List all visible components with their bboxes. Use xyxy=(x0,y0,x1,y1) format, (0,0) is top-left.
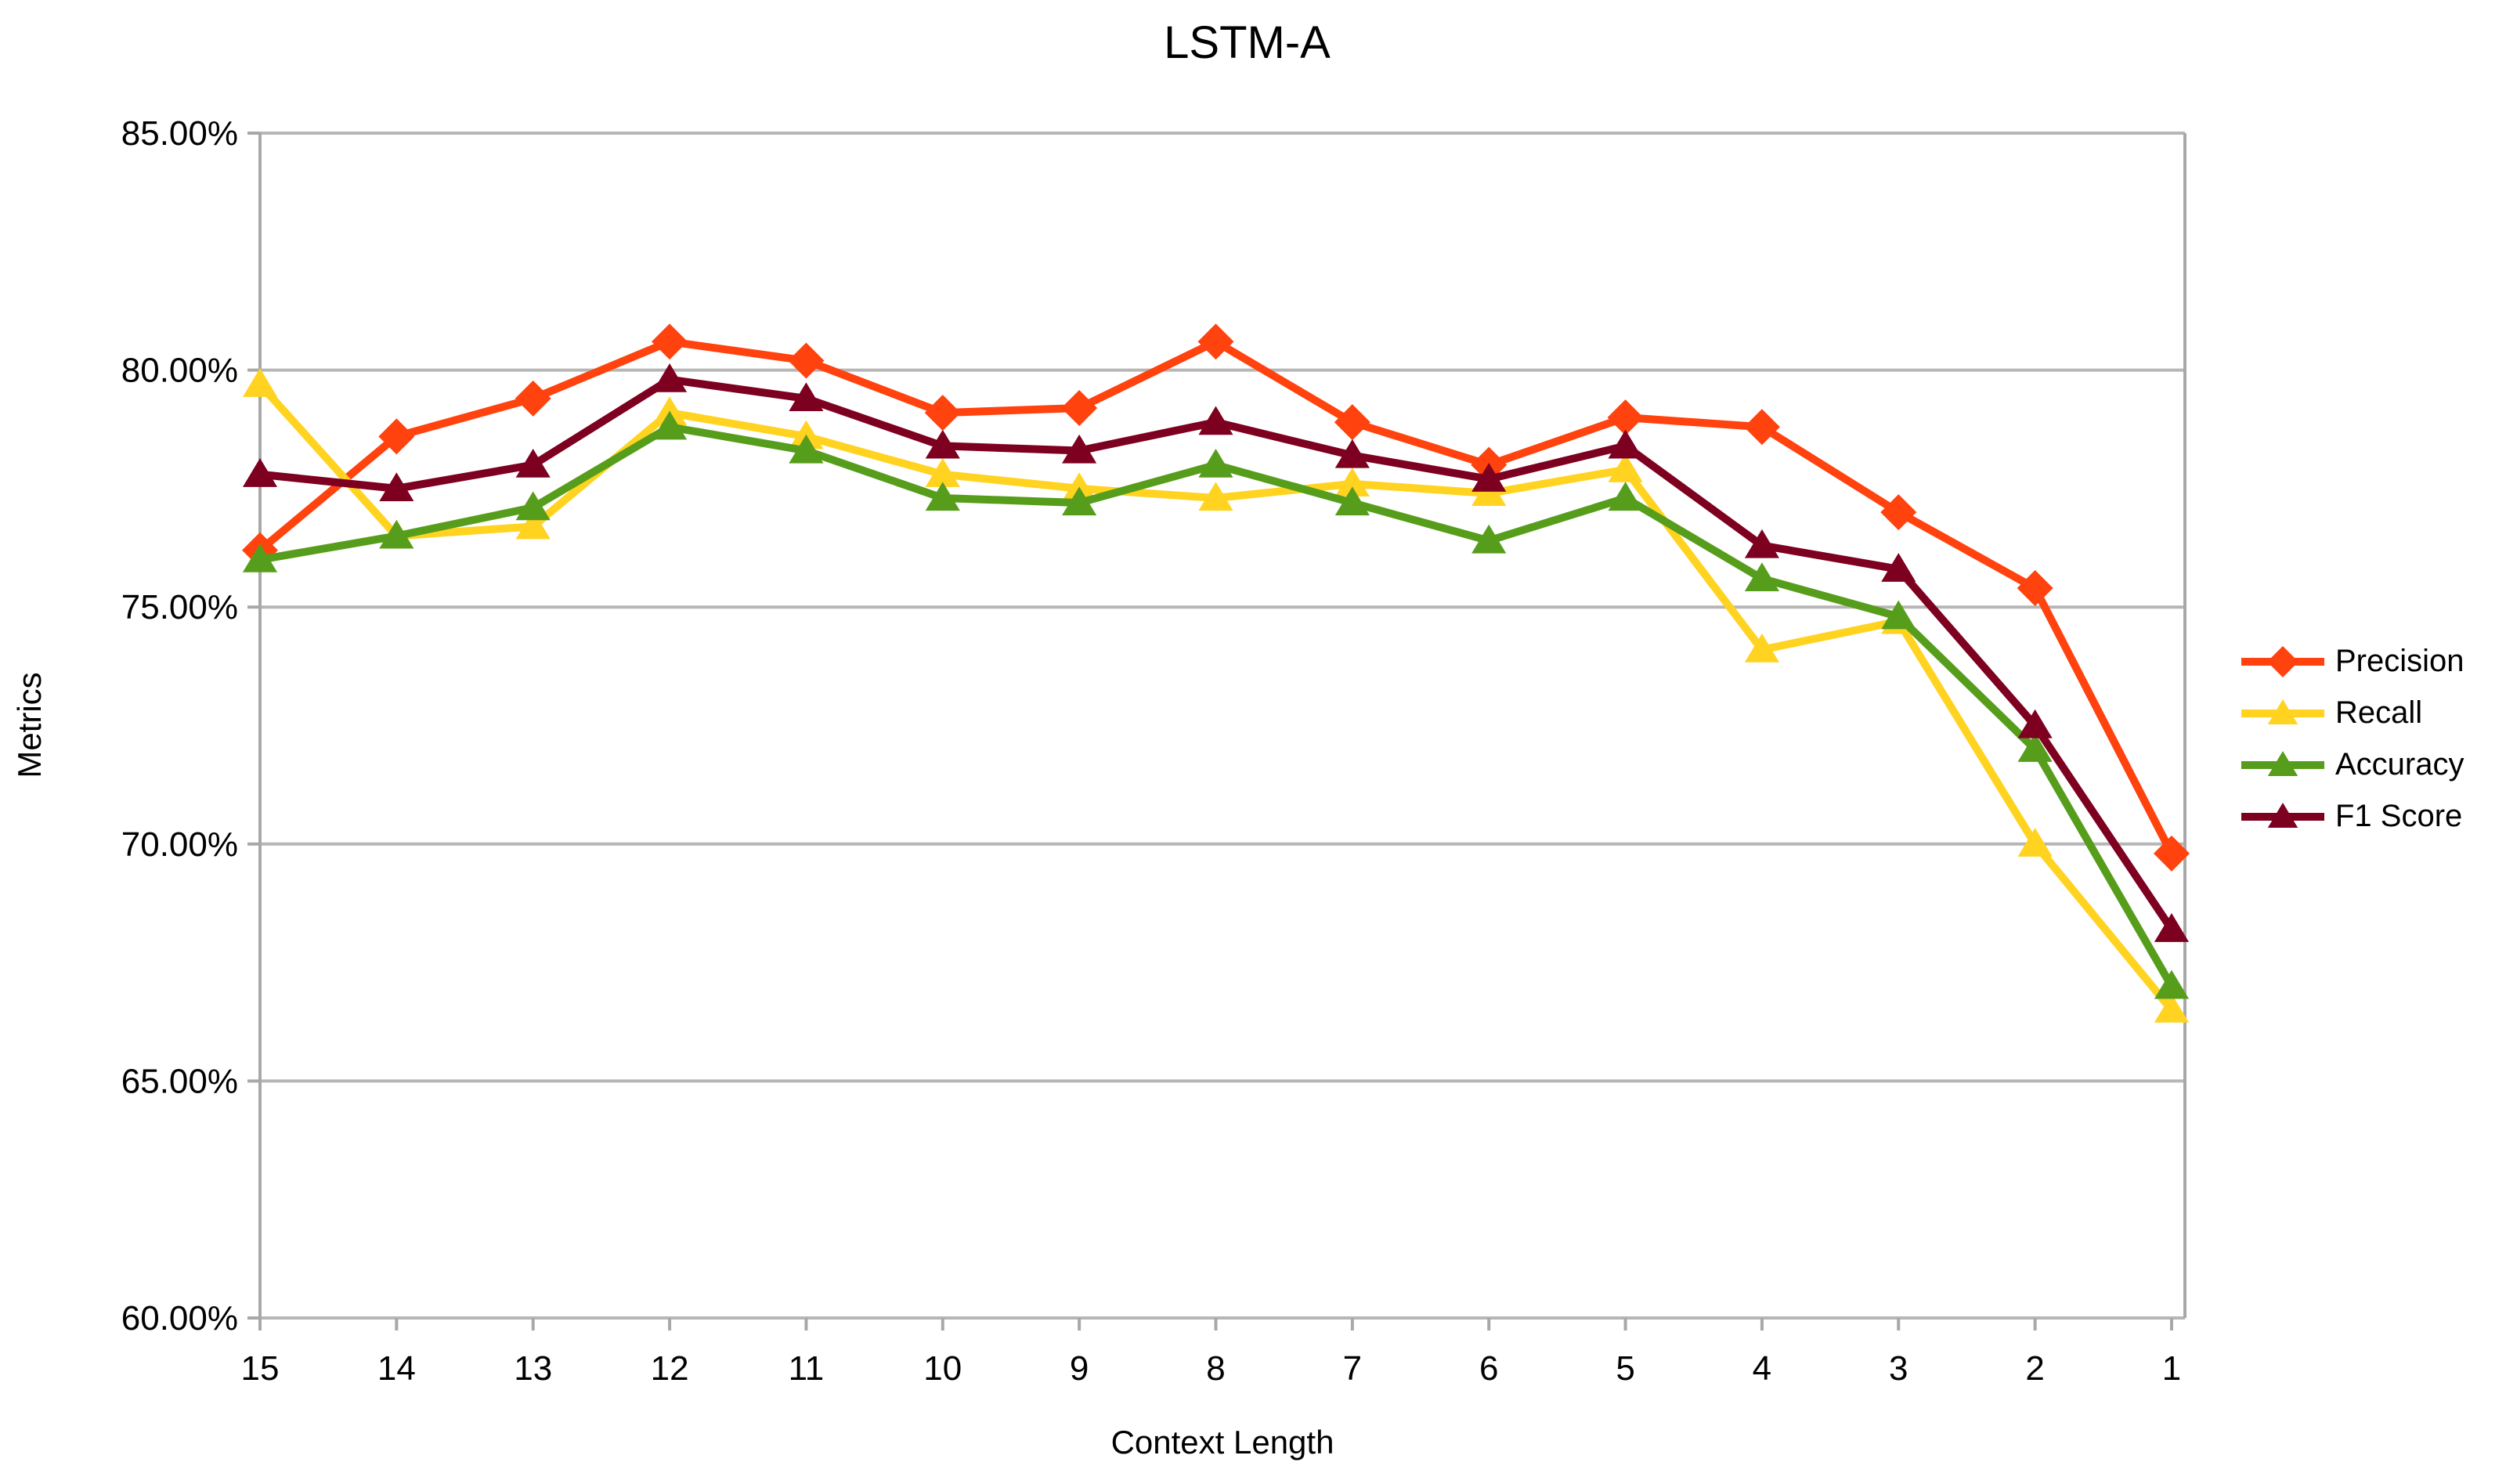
x-tick-label: 10 xyxy=(923,1349,962,1388)
legend-item-recall: Recall xyxy=(2240,695,2464,731)
legend-marker-precision xyxy=(2267,645,2298,677)
marker-recall-15 xyxy=(242,368,278,397)
marker-f1-score-6 xyxy=(1471,463,1507,492)
legend-marker-f1-score xyxy=(2267,802,2298,828)
marker-f1-score-7 xyxy=(1334,439,1370,468)
marker-precision-1 xyxy=(2154,835,2190,872)
y-tick-label: 75.00% xyxy=(121,588,238,626)
x-tick-label: 11 xyxy=(789,1349,825,1388)
marker-precision-9 xyxy=(1061,390,1098,427)
x-tick-label: 6 xyxy=(1479,1349,1498,1388)
y-tick-label: 85.00% xyxy=(121,114,238,153)
legend-item-f1-score: F1 Score xyxy=(2240,799,2464,834)
chart-title: LSTM-A xyxy=(1164,17,1331,68)
legend-triangle-icon xyxy=(2241,750,2324,776)
marker-f1-score-9 xyxy=(1062,434,1097,464)
marker-precision-3 xyxy=(1880,494,1917,531)
marker-f1-score-10 xyxy=(925,429,960,459)
legend-diamond-icon xyxy=(2241,645,2324,677)
marker-f1-score-2 xyxy=(2017,709,2053,738)
x-tick-label: 7 xyxy=(1343,1349,1362,1388)
legend-marker-recall xyxy=(2267,699,2298,724)
marker-precision-5 xyxy=(1607,399,1644,436)
marker-precision-12 xyxy=(652,323,688,360)
legend-triangle-icon xyxy=(2241,802,2324,828)
x-tick-label: 2 xyxy=(2025,1349,2044,1388)
x-tick-label: 15 xyxy=(241,1349,280,1388)
legend-label-recall: Recall xyxy=(2335,695,2423,730)
marker-f1-score-1 xyxy=(2154,913,2190,942)
marker-recall-2 xyxy=(2017,828,2053,857)
marker-accuracy-3 xyxy=(1881,600,1916,630)
x-tick-label: 8 xyxy=(1206,1349,1225,1388)
marker-precision-14 xyxy=(378,418,415,455)
series-line-recall xyxy=(257,381,2175,1013)
marker-recall-13 xyxy=(515,510,551,540)
marker-f1-score-15 xyxy=(242,458,278,487)
marker-recall-4 xyxy=(1744,633,1780,663)
legend-item-precision: Precision xyxy=(2240,644,2464,679)
marker-accuracy-9 xyxy=(1062,486,1097,516)
legend-label-accuracy: Accuracy xyxy=(2335,747,2464,782)
marker-f1-score-8 xyxy=(1198,406,1233,435)
legend-label-precision: Precision xyxy=(2335,644,2464,678)
marker-f1-score-11 xyxy=(789,382,824,412)
marker-accuracy-10 xyxy=(925,482,960,511)
marker-accuracy-13 xyxy=(515,491,551,521)
marker-accuracy-12 xyxy=(652,410,688,440)
marker-precision-13 xyxy=(515,380,551,417)
y-tick-label: 60.00% xyxy=(121,1299,238,1338)
marker-recall-7 xyxy=(1334,468,1370,496)
marker-f1-score-4 xyxy=(1744,529,1780,558)
x-tick-label: 14 xyxy=(377,1349,416,1388)
marker-precision-8 xyxy=(1197,323,1234,360)
x-tick-label: 1 xyxy=(2162,1349,2181,1388)
legend-triangle-icon xyxy=(2241,699,2324,724)
marker-recall-8 xyxy=(1198,482,1233,511)
x-tick-label: 3 xyxy=(1889,1349,1908,1388)
x-tick-label: 13 xyxy=(514,1349,552,1388)
marker-accuracy-4 xyxy=(1744,562,1780,591)
y-tick-label: 65.00% xyxy=(121,1062,238,1100)
y-axis-title: Metrics xyxy=(11,672,48,778)
y-tick-label: 80.00% xyxy=(121,352,238,390)
marker-f1-score-13 xyxy=(515,448,551,478)
marker-accuracy-6 xyxy=(1471,524,1507,554)
x-tick-label: 12 xyxy=(651,1349,689,1388)
legend-label-f1-score: F1 Score xyxy=(2335,799,2463,833)
marker-f1-score-3 xyxy=(1881,553,1916,582)
y-tick-label: 70.00% xyxy=(121,825,238,864)
marker-accuracy-8 xyxy=(1198,448,1233,478)
legend-item-accuracy: Accuracy xyxy=(2240,747,2464,782)
marker-precision-10 xyxy=(924,395,961,431)
marker-accuracy-1 xyxy=(2154,969,2190,999)
x-axis-title: Context Length xyxy=(1110,1424,1334,1461)
marker-accuracy-2 xyxy=(2017,733,2053,762)
x-tick-label: 4 xyxy=(1753,1349,1771,1388)
marker-recall-10 xyxy=(925,458,960,487)
marker-f1-score-5 xyxy=(1608,429,1643,459)
x-tick-label: 9 xyxy=(1070,1349,1089,1388)
marker-recall-5 xyxy=(1608,453,1643,482)
legend: Precision Recall Accuracy F1 Score xyxy=(2240,644,2464,834)
marker-accuracy-14 xyxy=(379,519,414,549)
marker-f1-score-12 xyxy=(652,363,688,392)
x-tick-label: 5 xyxy=(1616,1349,1634,1388)
marker-precision-11 xyxy=(788,342,825,379)
marker-precision-2 xyxy=(2017,569,2053,606)
legend-marker-accuracy xyxy=(2267,750,2298,776)
marker-recall-1 xyxy=(2154,993,2190,1023)
marker-accuracy-5 xyxy=(1608,482,1643,511)
marker-accuracy-11 xyxy=(789,434,824,464)
marker-accuracy-15 xyxy=(242,543,278,572)
marker-precision-7 xyxy=(1334,404,1370,441)
marker-precision-4 xyxy=(1743,409,1780,446)
marker-f1-score-14 xyxy=(379,472,414,501)
marker-accuracy-7 xyxy=(1334,486,1370,516)
